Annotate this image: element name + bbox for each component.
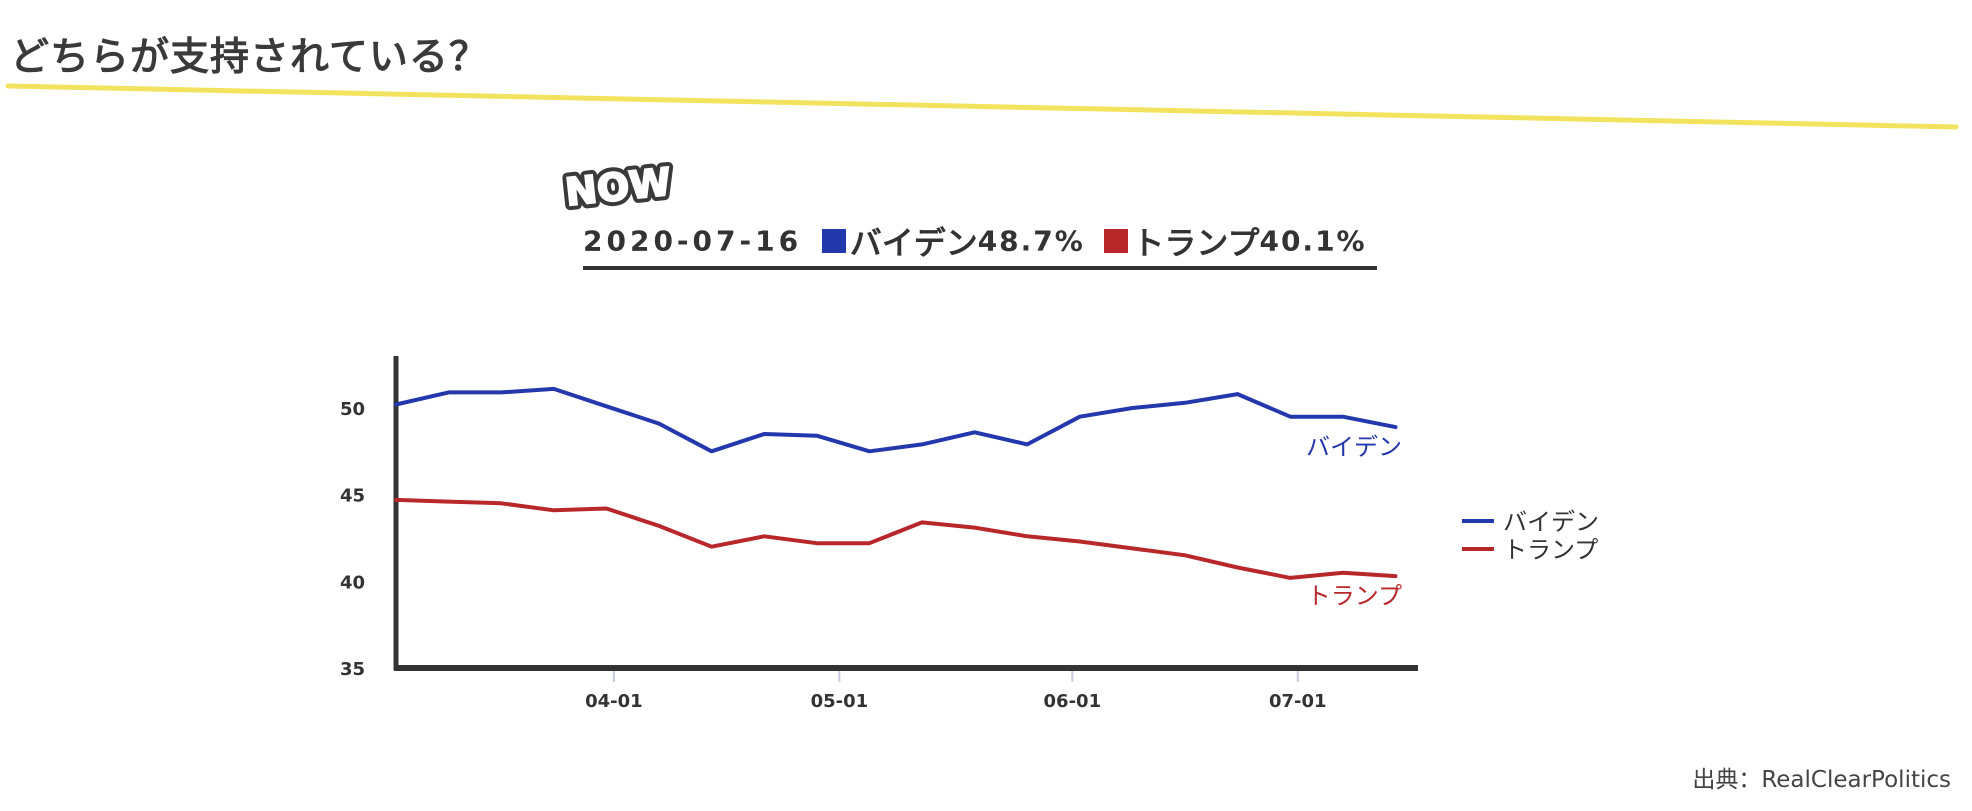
title-underline [5, 83, 1959, 130]
summary-biden-value: 48.7% [977, 224, 1085, 258]
y-tick-label: 45 [340, 486, 365, 507]
trump-swatch [1104, 229, 1129, 253]
legend-label: トランプ [1503, 536, 1598, 564]
source-credit: 出典：RealClearPolitics [1692, 767, 1951, 793]
x-tick-label: 05-01 [811, 691, 869, 712]
y-tick-label: 35 [340, 659, 365, 680]
legend-label: バイデン [1503, 508, 1599, 536]
x-tick-label: 06-01 [1044, 691, 1102, 712]
x-tick-label: 07-01 [1269, 691, 1327, 712]
page-title: どちらが支持されている？ [10, 35, 489, 80]
series-end-label: バイデン [1306, 433, 1402, 461]
series-line-trump [394, 497, 1398, 580]
series-end-label: トランプ [1307, 582, 1402, 610]
summary-date: 2020-07-16 [583, 224, 803, 258]
biden-swatch [821, 229, 846, 253]
summary-bar: 2020-07-16 バイデン48.7% トランプ40.1% [583, 218, 1377, 270]
now-badge: NOW NOW [558, 156, 678, 216]
summary-biden-name: バイデン [849, 224, 978, 262]
summary-trump-name: トランプ [1132, 224, 1260, 262]
y-tick-label: 50 [340, 399, 365, 420]
y-tick-label: 40 [340, 572, 365, 593]
series-line-biden [394, 386, 1398, 454]
summary-trump-value: 40.1% [1259, 224, 1367, 258]
x-tick-label: 04-01 [585, 691, 643, 712]
